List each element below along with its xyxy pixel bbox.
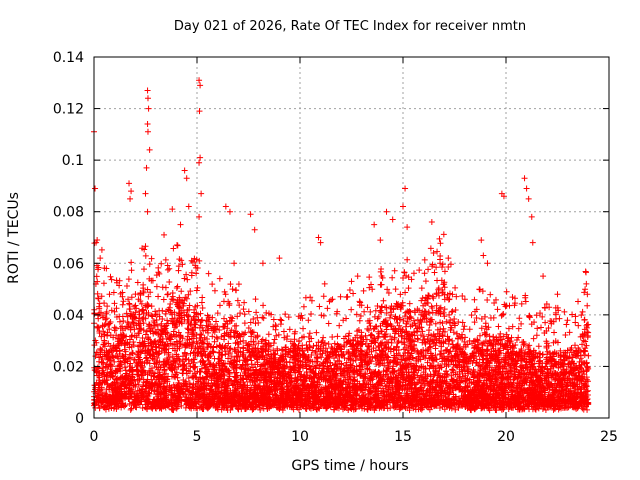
- data-point: [367, 322, 374, 329]
- data-point: [233, 322, 240, 329]
- data-point: [450, 329, 457, 336]
- data-point: [178, 402, 185, 409]
- data-point: [579, 341, 586, 348]
- data-point: [380, 368, 387, 375]
- data-point: [325, 340, 332, 347]
- data-points: [91, 77, 592, 414]
- data-point: [454, 335, 461, 342]
- data-point: [331, 340, 338, 347]
- data-point: [364, 325, 371, 332]
- data-point: [104, 332, 111, 339]
- data-point: [103, 315, 110, 322]
- data-point: [104, 303, 111, 310]
- data-point: [213, 318, 219, 325]
- data-point: [312, 349, 319, 356]
- data-point: [425, 327, 432, 334]
- data-point: [123, 310, 130, 317]
- data-point: [390, 306, 397, 313]
- data-point: [387, 333, 394, 340]
- data-point: [315, 339, 322, 346]
- data-point: [585, 352, 592, 359]
- data-point: [542, 406, 549, 413]
- data-point: [97, 309, 104, 316]
- data-point: [128, 333, 135, 340]
- chart-title: Day 021 of 2026, Rate Of TEC Index for r…: [174, 19, 526, 34]
- data-point: [111, 324, 118, 331]
- data-point: [432, 320, 439, 327]
- data-point: [145, 293, 152, 300]
- data-point: [451, 315, 458, 322]
- data-point: [431, 371, 438, 378]
- data-point: [449, 337, 456, 344]
- data-point: [228, 353, 235, 360]
- data-point: [184, 325, 191, 332]
- data-point: [350, 358, 357, 364]
- data-point: [368, 331, 375, 338]
- data-point: [308, 351, 315, 358]
- data-point: [400, 352, 407, 359]
- data-point: [143, 328, 150, 335]
- data-point: [400, 317, 407, 324]
- data-point: [426, 322, 433, 329]
- data-point: [100, 341, 107, 348]
- data-point: [122, 364, 129, 371]
- data-point: [452, 348, 459, 355]
- data-point: [164, 317, 171, 324]
- data-point: [452, 406, 459, 413]
- data-point: [257, 406, 264, 413]
- data-point: [210, 344, 217, 351]
- data-point: [209, 333, 216, 340]
- data-point: [197, 368, 204, 375]
- data-point: [95, 315, 102, 322]
- data-point: [386, 314, 393, 321]
- data-point: [132, 302, 139, 309]
- data-point: [437, 304, 444, 311]
- data-point: [424, 335, 431, 342]
- data-point: [320, 334, 327, 341]
- data-point: [441, 306, 448, 313]
- data-point: [149, 313, 156, 320]
- data-point: [441, 406, 448, 413]
- data-point: [580, 337, 587, 344]
- data-point: [419, 328, 426, 335]
- data-point: [173, 284, 180, 291]
